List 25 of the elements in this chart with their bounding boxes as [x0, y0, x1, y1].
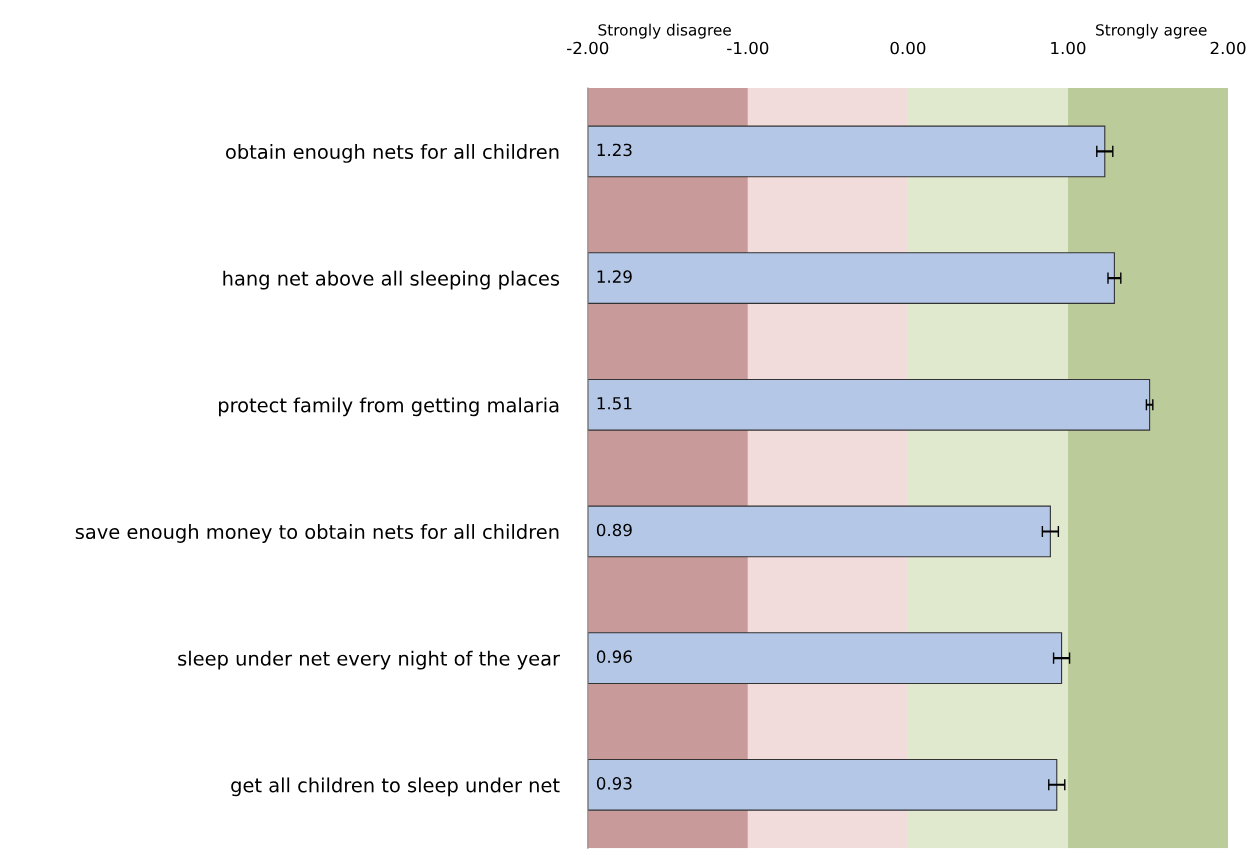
bar: [587, 252, 1115, 304]
text: Strongly disagree: [598, 23, 731, 39]
data-label: 0.93: [596, 777, 632, 790]
bar: [587, 632, 1063, 685]
data-label: 1.51: [597, 397, 632, 410]
data-label: 1.23: [597, 143, 632, 157]
bar: [587, 378, 1151, 431]
y-tick-label: hang net above all sleeping places: [223, 270, 560, 290]
data-label: 0.89: [596, 523, 632, 537]
y-tick-label: save enough money to obtain nets for all children: [75, 524, 559, 543]
text: Strongly agree: [1096, 23, 1207, 39]
data-label: 0.96: [596, 650, 632, 663]
y-tick-label: obtain enough nets for all children: [226, 144, 559, 163]
x-tick-label: 1.00: [1051, 41, 1086, 55]
x-tick-label: -2.00: [567, 41, 609, 55]
bar: [587, 505, 1051, 558]
x-tick-label: 0.00: [890, 41, 926, 55]
y-tick-label: sleep under net every night of the year: [178, 650, 561, 670]
bar: [587, 125, 1106, 178]
x-tick-label: 2.00: [1210, 41, 1246, 55]
bar: [587, 758, 1058, 811]
y-tick-label: get all children to sleep under net: [231, 777, 560, 797]
x-tick-label: -1.00: [727, 41, 769, 55]
y-tick-label: protect family from getting malaria: [219, 397, 559, 417]
data-label: 1.29: [597, 270, 632, 283]
